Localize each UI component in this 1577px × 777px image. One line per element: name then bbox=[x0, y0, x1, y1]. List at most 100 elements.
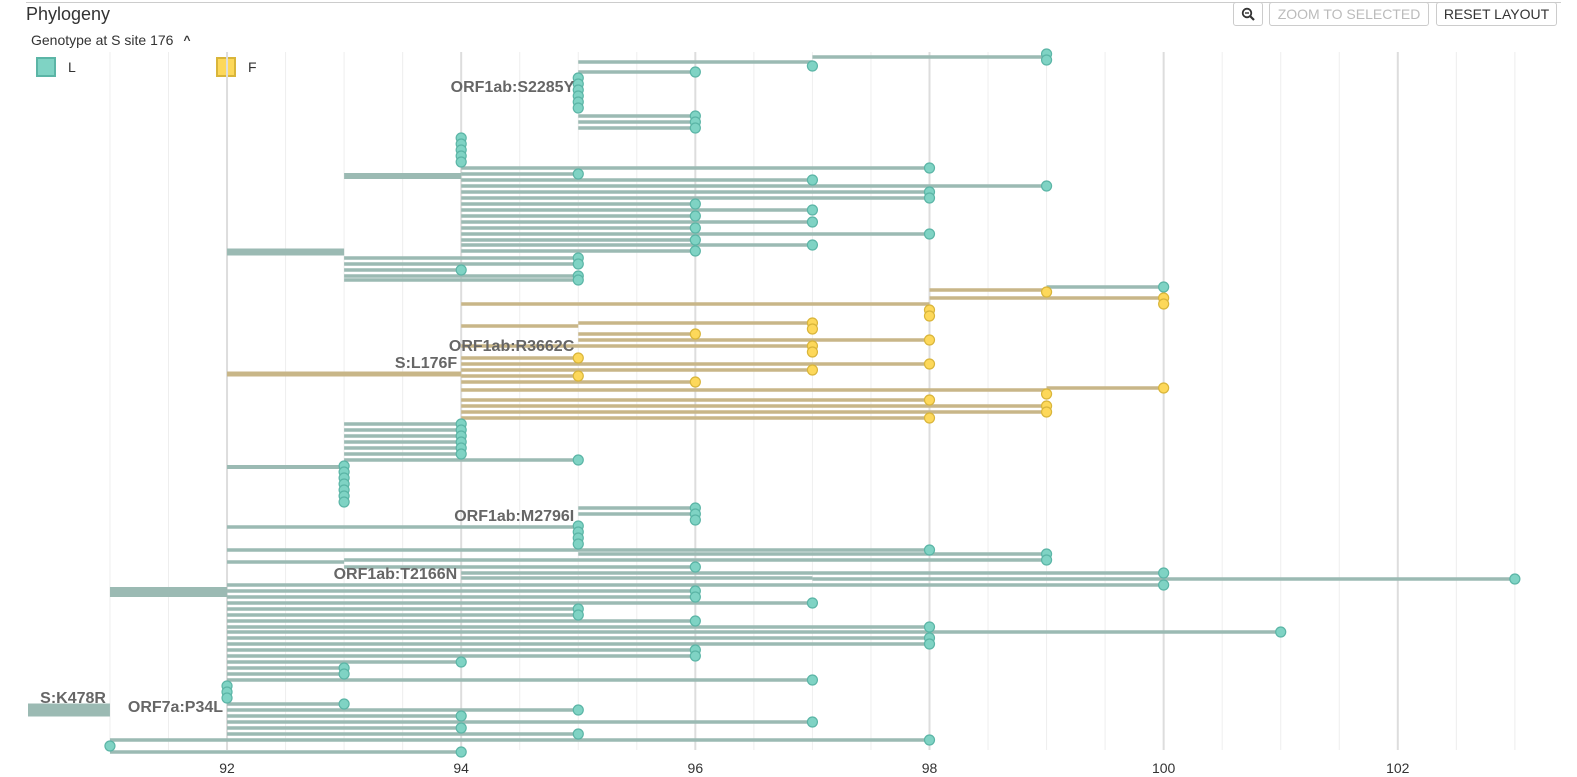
tip-L[interactable] bbox=[1158, 281, 1170, 293]
tip-L[interactable] bbox=[689, 210, 701, 222]
tip-L[interactable] bbox=[1040, 54, 1053, 66]
tip-L[interactable] bbox=[338, 668, 350, 680]
tip-L[interactable] bbox=[572, 454, 584, 466]
tip-F[interactable] bbox=[1040, 388, 1053, 400]
tip-L[interactable] bbox=[455, 722, 467, 734]
branch-label: ORF1ab:S2285Y bbox=[451, 79, 575, 96]
tip-F[interactable] bbox=[1158, 382, 1170, 394]
tip-F[interactable] bbox=[923, 358, 936, 370]
tip-F[interactable] bbox=[689, 376, 701, 388]
tip-F[interactable] bbox=[923, 310, 936, 322]
tip-L[interactable] bbox=[572, 102, 584, 114]
tip-L[interactable] bbox=[572, 704, 584, 716]
reset-layout-button[interactable]: RESET LAYOUT bbox=[1436, 2, 1557, 26]
x-tick-label: 100 bbox=[1152, 760, 1176, 776]
zoom-to-selected-button[interactable]: ZOOM TO SELECTED bbox=[1269, 2, 1429, 26]
tip-L[interactable] bbox=[923, 544, 936, 556]
tip-F[interactable] bbox=[923, 334, 936, 346]
branch-label: S:K478R bbox=[40, 690, 106, 707]
tip-L[interactable] bbox=[689, 222, 701, 234]
color-by-label: Genotype at S site 176 bbox=[31, 32, 174, 48]
tip-L[interactable] bbox=[338, 698, 350, 710]
tip-L[interactable] bbox=[689, 66, 701, 78]
x-tick-label: 94 bbox=[453, 760, 469, 776]
tip-F[interactable] bbox=[572, 352, 584, 364]
tip-L[interactable] bbox=[806, 204, 819, 216]
tip-L[interactable] bbox=[806, 174, 819, 186]
tip-L[interactable] bbox=[572, 609, 584, 621]
tip-F[interactable] bbox=[1040, 286, 1053, 298]
top-rule bbox=[26, 2, 1561, 3]
tip-L[interactable] bbox=[806, 597, 819, 609]
zoom-button[interactable] bbox=[1233, 2, 1263, 26]
tip-L[interactable] bbox=[572, 728, 584, 740]
tip-L[interactable] bbox=[455, 710, 467, 722]
tip-L[interactable] bbox=[104, 740, 116, 752]
tip-L[interactable] bbox=[806, 216, 819, 228]
tip-L[interactable] bbox=[455, 264, 467, 276]
tip-L[interactable] bbox=[572, 258, 584, 270]
tip-L[interactable] bbox=[1275, 626, 1287, 638]
tip-L[interactable] bbox=[689, 615, 701, 627]
tip-L[interactable] bbox=[455, 448, 467, 460]
tip-L[interactable] bbox=[1509, 573, 1521, 585]
tip-L[interactable] bbox=[689, 122, 701, 134]
tip-L[interactable] bbox=[1040, 554, 1053, 566]
tip-L[interactable] bbox=[455, 746, 467, 758]
tip-L[interactable] bbox=[923, 192, 936, 204]
legend-swatch-F bbox=[216, 57, 236, 77]
branch-label: S:L176F bbox=[395, 355, 457, 372]
tip-L[interactable] bbox=[1040, 180, 1053, 192]
tip-F[interactable] bbox=[1040, 406, 1053, 418]
tip-F[interactable] bbox=[806, 346, 819, 358]
legend-label-F: F bbox=[248, 59, 257, 75]
tip-F[interactable] bbox=[806, 364, 819, 376]
tip-L[interactable] bbox=[455, 656, 467, 668]
tip-L[interactable] bbox=[923, 162, 936, 174]
branch-label: ORF1ab:T2166N bbox=[334, 566, 458, 583]
color-by-toggle[interactable]: Genotype at S site 176 ^ bbox=[31, 32, 190, 48]
tip-F[interactable] bbox=[806, 323, 819, 335]
x-tick-label: 92 bbox=[219, 760, 235, 776]
tip-L[interactable] bbox=[689, 514, 701, 526]
tip-F[interactable] bbox=[923, 412, 936, 424]
tip-L[interactable] bbox=[806, 674, 819, 686]
legend-item-L[interactable]: L bbox=[36, 57, 76, 77]
tip-L[interactable] bbox=[923, 228, 936, 240]
tip-F[interactable] bbox=[1158, 298, 1170, 310]
tip-L[interactable] bbox=[572, 168, 584, 180]
tip-L[interactable] bbox=[572, 274, 584, 286]
tip-L[interactable] bbox=[806, 716, 819, 728]
tip-L[interactable] bbox=[689, 234, 701, 246]
tip-L[interactable] bbox=[689, 245, 701, 257]
tip-L[interactable] bbox=[689, 198, 701, 210]
branch-label: ORF7a:P34L bbox=[128, 699, 223, 716]
tip-L[interactable] bbox=[923, 734, 936, 746]
tip-L[interactable] bbox=[806, 239, 819, 251]
branch-label: ORF1ab:R3662C bbox=[449, 338, 575, 355]
tip-L[interactable] bbox=[806, 60, 819, 72]
panel-title: Phylogeny bbox=[26, 4, 111, 24]
x-tick-label: 96 bbox=[688, 760, 704, 776]
tip-F[interactable] bbox=[572, 370, 584, 382]
tip-L[interactable] bbox=[923, 638, 936, 650]
zoom-icon bbox=[1241, 7, 1255, 21]
legend-item-F[interactable]: F bbox=[216, 57, 257, 77]
tip-L[interactable] bbox=[923, 621, 936, 633]
legend-label-L: L bbox=[68, 59, 76, 75]
branch-label: ORF1ab:M2796I bbox=[454, 508, 574, 525]
tip-L[interactable] bbox=[1158, 579, 1170, 591]
tip-L[interactable] bbox=[689, 561, 701, 573]
tip-F[interactable] bbox=[689, 328, 701, 340]
x-tick-label: 102 bbox=[1386, 760, 1410, 776]
tip-L[interactable] bbox=[455, 156, 467, 168]
tip-L[interactable] bbox=[1158, 567, 1170, 579]
tip-L[interactable] bbox=[572, 538, 584, 550]
tip-L[interactable] bbox=[338, 496, 350, 508]
tip-L[interactable] bbox=[221, 692, 233, 704]
tip-F[interactable] bbox=[923, 394, 936, 406]
tip-L[interactable] bbox=[689, 650, 701, 662]
chevron-up-icon: ^ bbox=[183, 33, 191, 47]
tip-L[interactable] bbox=[689, 591, 701, 603]
